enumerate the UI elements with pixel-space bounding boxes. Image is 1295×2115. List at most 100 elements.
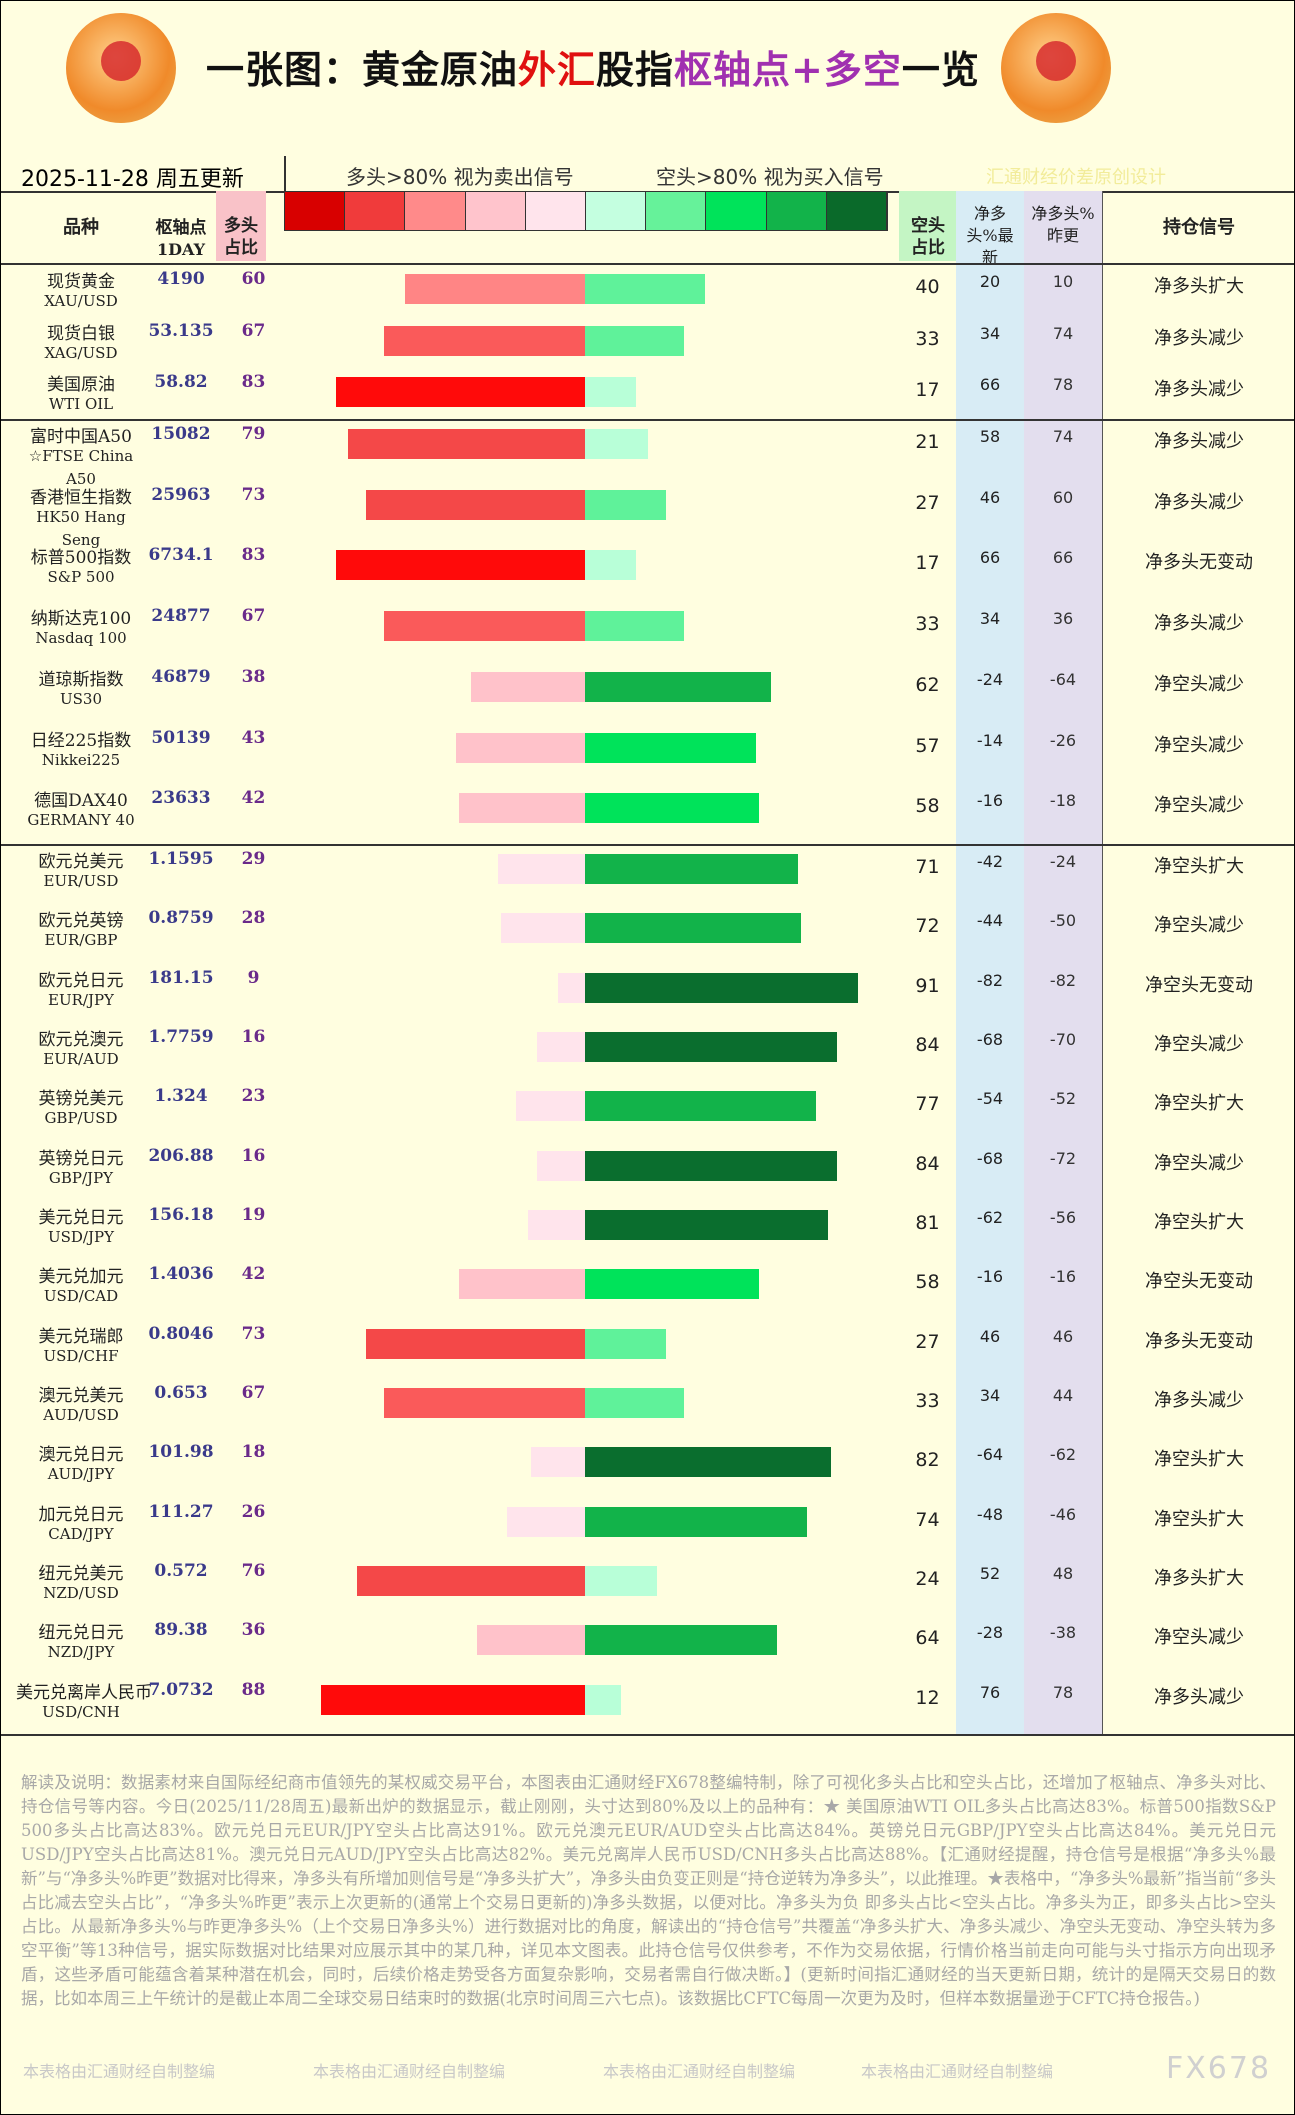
name: 欧元兑英镑 [38,911,124,932]
short-bar [585,1210,828,1240]
signal: 净空头减少 [1154,1627,1244,1649]
signal: 净多头减少 [1154,327,1244,349]
short-bar [585,429,648,459]
short-bar [585,1150,837,1181]
code: NZD/USD [43,1584,119,1602]
short-bar [585,377,636,408]
watermark: 本表格由汇通财经自制整编 [861,2062,1054,2081]
name: 现货黄金 [47,272,115,292]
short-pct: 62 [915,673,940,696]
net-prev: -26 [1049,730,1077,750]
signal: 净多头减少 [1154,379,1244,401]
pivot: 101.98 [148,1442,214,1463]
title-part: 股指 [596,47,675,92]
signal: 净多头减少 [1154,431,1244,452]
short-bar [585,1625,777,1656]
long-pct: 36 [241,1620,266,1641]
group-line [1,419,1294,421]
net-prev: 36 [1052,609,1074,629]
pivot: 24877 [151,606,211,627]
long-pct: 73 [241,484,266,505]
pivot: 1.1595 [148,849,214,869]
pivot: 111.27 [148,1501,214,1522]
signal: 净多头扩大 [1154,1568,1244,1589]
net-latest: -64 [976,1445,1004,1465]
short-bar [585,671,771,702]
short-pct: 58 [915,795,940,818]
pivot: 156.18 [148,1205,214,1225]
short-pct: 12 [915,1686,940,1709]
short-bar [585,611,684,642]
short-bar [585,1091,816,1122]
col-short: 空头占比 [911,216,945,258]
name: 德国DAX40 [34,791,128,812]
short-bar [585,793,759,824]
net-prev-bg [1024,191,1102,1734]
short-bar [585,1684,621,1715]
long-bar [321,1684,585,1715]
short-bar [585,1566,657,1596]
signal: 净多头减少 [1154,1686,1244,1708]
short-pct: 33 [915,327,940,350]
name: 富时中国A50 [30,427,132,447]
name: 纽元兑日元 [38,1623,124,1644]
pivot: 53.135 [148,320,214,341]
name: 道琼斯指数 [38,669,124,690]
long-pct: 67 [241,606,266,627]
scale-swatch [465,192,526,230]
short-pct: 91 [915,974,940,997]
name: 现货白银 [47,323,115,344]
name: 澳元兑美元 [38,1386,124,1406]
short-pct: 21 [915,431,940,453]
net-prev: 74 [1052,323,1074,343]
long-bar [456,732,585,763]
code: EUR/JPY [48,990,114,1009]
long-bar [537,1032,585,1062]
name: 美元兑日元 [38,1208,124,1228]
name: 日经225指数 [30,730,132,751]
long-pct: 43 [241,727,266,748]
pivot: 6734.1 [148,545,214,566]
long-bar [528,1210,585,1240]
pivot: 25963 [151,484,211,505]
pivot: 50139 [151,727,211,748]
long-bar [516,1091,585,1122]
long-pct: 18 [241,1442,266,1463]
signal: 净多头扩大 [1154,276,1244,297]
name: 欧元兑澳元 [38,1030,124,1050]
pivot: 46879 [151,666,211,687]
signal: 净空头减少 [1154,734,1244,756]
short-bar [585,1447,831,1478]
long-bar [477,1625,585,1656]
net-prev: 44 [1052,1386,1074,1405]
watermark: 本表格由汇通财经自制整编 [313,2062,506,2081]
long-bar [498,854,585,884]
title-part: 一览 [901,47,980,92]
name: 纽元兑美元 [38,1564,124,1584]
name: 欧元兑美元 [38,852,124,872]
signal: 净空头扩大 [1154,1093,1244,1115]
long-pct: 42 [241,1264,266,1285]
long-bar [558,972,585,1003]
long-pct: 42 [241,788,266,809]
net-prev: -56 [1049,1208,1077,1227]
pivot: 23633 [151,788,211,809]
pivot: 58.82 [154,372,208,393]
long-bar [384,325,585,356]
code: US30 [59,689,102,708]
long-bar [459,1269,585,1300]
signal: 净空头扩大 [1154,1449,1244,1471]
long-pct: 19 [241,1205,266,1225]
logo-text: FX678 [1166,2051,1272,2086]
code: GBP/JPY [48,1168,114,1187]
pivot: 0.572 [154,1561,208,1581]
code: S&P 500 [47,568,115,587]
col-long: 多头占比 [224,216,258,258]
long-bar [357,1566,585,1596]
short-header-bg [899,191,956,261]
code: USD/JPY [47,1228,114,1246]
net-latest: 20 [979,272,1001,291]
title: 一张图：黄金原油外汇股指枢轴点+多空一览 [206,39,980,94]
long-bar [507,1506,585,1537]
long-pct: 67 [241,320,266,341]
